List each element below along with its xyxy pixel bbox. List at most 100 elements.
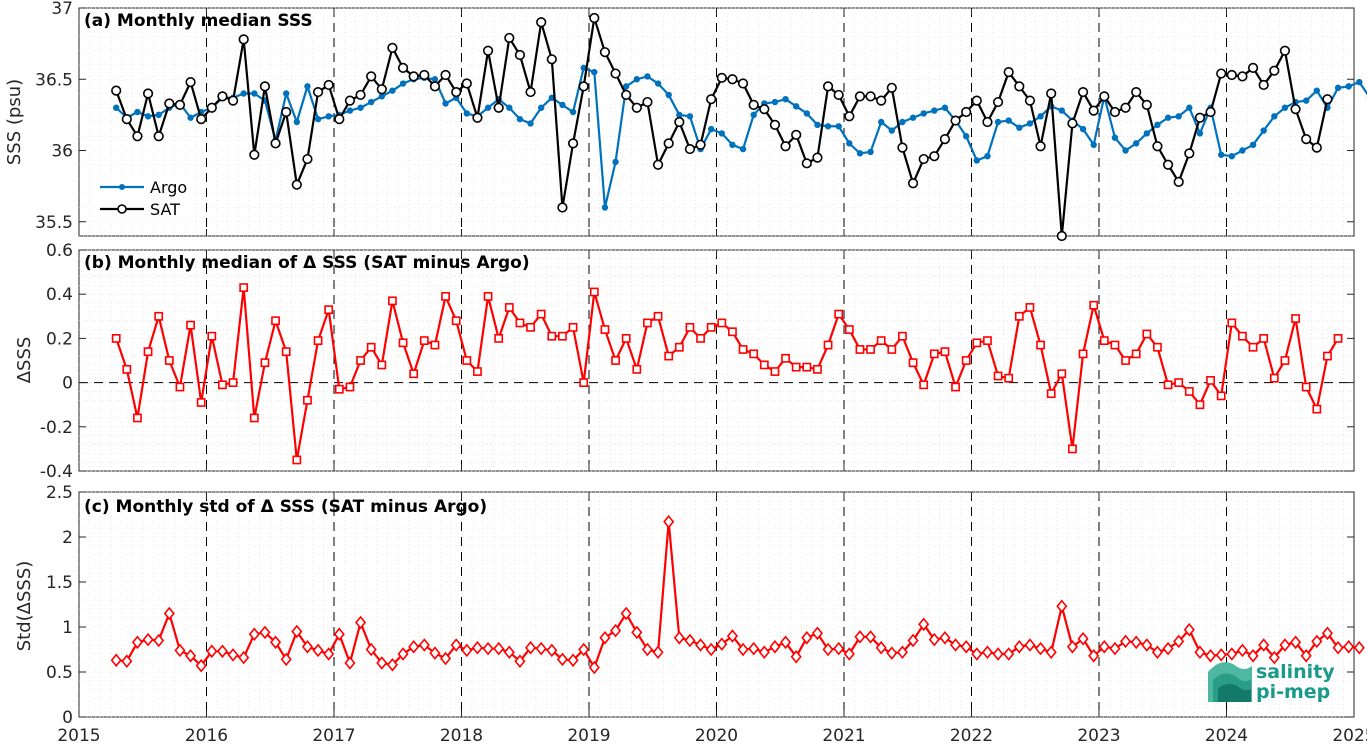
- std-point: [1268, 650, 1280, 665]
- std-point: [333, 627, 345, 641]
- delta-point: [770, 367, 780, 376]
- delta-point: [398, 338, 408, 348]
- sat-point: [833, 89, 844, 101]
- std-point: [195, 658, 207, 673]
- argo-point: [346, 107, 354, 114]
- delta-point: [844, 325, 854, 334]
- panel-b-yticks: -0.4 -0.2 0 0.2 0.4 0.6: [40, 241, 1355, 482]
- sat-point: [961, 106, 972, 118]
- std-point: [461, 643, 473, 658]
- sat-point: [663, 138, 674, 149]
- delta-point: [664, 351, 674, 361]
- argo-point: [591, 68, 598, 76]
- delta-point: [1248, 342, 1258, 352]
- std-point: [386, 658, 398, 672]
- delta-point: [526, 322, 535, 332]
- sat-point: [674, 116, 685, 128]
- sat-point: [865, 91, 876, 102]
- logo-line-2: pi-mep: [1256, 681, 1330, 703]
- argo-point: [1186, 104, 1193, 111]
- delta-point: [898, 331, 907, 341]
- sat-point: [1311, 142, 1322, 153]
- argo-point: [792, 103, 800, 110]
- argo-point: [282, 90, 290, 97]
- std-point: [801, 631, 813, 645]
- std-point: [1290, 635, 1302, 650]
- sat-point: [982, 116, 993, 128]
- std-point: [344, 656, 356, 670]
- std-point: [1066, 640, 1078, 654]
- y-tick-label: 0.5: [46, 663, 73, 683]
- std-point: [1311, 634, 1323, 649]
- argo-point: [1154, 121, 1161, 129]
- argo-point: [962, 133, 970, 140]
- panel-a: 35.5 36 36.5 37 (a) Monthly median SSS SSS …: [4, 0, 1367, 242]
- std-point: [1300, 649, 1312, 663]
- argo-point: [112, 104, 120, 111]
- std-point: [440, 651, 452, 666]
- argo-point: [389, 87, 396, 94]
- sat-point: [546, 54, 557, 65]
- argo-point: [1217, 151, 1225, 158]
- delta-point: [1216, 391, 1226, 401]
- x-tick-label: 2023: [1077, 726, 1120, 745]
- std-point: [1205, 649, 1217, 663]
- std-point: [748, 641, 760, 656]
- std-point: [248, 627, 260, 641]
- std-point: [620, 606, 632, 621]
- panel-c: 0 0.5 1 1.5 2 2.5 (c) Monthly std of Δ SSS (S…: [14, 483, 1365, 728]
- y-tick-label: 0.6: [46, 241, 73, 261]
- delta-point: [536, 309, 546, 319]
- x-axis-ticks: 2015 2016 2017 2018 2019 2020 2021 2022 2023 2024…: [57, 726, 1367, 745]
- delta-point: [706, 322, 716, 332]
- sat-point: [1194, 112, 1206, 123]
- std-point: [950, 638, 962, 652]
- std-point: [1321, 626, 1333, 641]
- argo-point: [654, 80, 662, 87]
- sat-point: [1258, 79, 1269, 91]
- sat-point: [939, 134, 951, 145]
- delta-point: [1323, 351, 1332, 361]
- delta-point: [324, 305, 334, 315]
- sat-point: [1131, 86, 1142, 98]
- sat-point: [1226, 69, 1237, 81]
- delta-point: [260, 358, 270, 368]
- std-point: [471, 640, 483, 655]
- std-point: [535, 641, 547, 656]
- std-point: [992, 647, 1004, 661]
- std-point: [1343, 640, 1355, 654]
- std-point: [1258, 638, 1270, 652]
- delta-point: [1036, 340, 1045, 350]
- std-point: [610, 623, 622, 638]
- legend: Argo SAT: [95, 173, 195, 221]
- delta-point: [983, 336, 992, 346]
- std-point: [780, 635, 792, 650]
- salinity-pi-mep-logo: salinity pi-mep: [1208, 661, 1335, 703]
- argo-point: [1005, 117, 1012, 124]
- delta-point: [175, 382, 185, 392]
- sat-point: [1109, 106, 1121, 118]
- delta-point: [133, 413, 142, 423]
- x-tick-label: 2015: [57, 726, 100, 745]
- delta-point: [419, 336, 429, 346]
- delta-point: [1099, 336, 1109, 346]
- std-point: [291, 624, 303, 639]
- argo-point: [1026, 120, 1034, 127]
- argo-point: [931, 107, 938, 114]
- argo-point: [367, 98, 375, 106]
- panel-c-grid: [79, 491, 1354, 718]
- sat-point: [801, 158, 812, 169]
- delta-point: [515, 318, 525, 328]
- delta-point: [1206, 375, 1215, 385]
- argo-point: [1058, 107, 1066, 114]
- x-tick-label: 2016: [185, 726, 228, 745]
- sat-point: [302, 153, 313, 165]
- sat-point: [727, 74, 738, 85]
- std-point: [1013, 640, 1025, 654]
- sat-point: [419, 69, 430, 81]
- sat-point: [472, 112, 483, 123]
- y-tick-label: 36.5: [35, 70, 73, 90]
- delta-point: [653, 311, 663, 321]
- x-tick-label: 2020: [695, 726, 738, 745]
- argo-point: [293, 118, 301, 126]
